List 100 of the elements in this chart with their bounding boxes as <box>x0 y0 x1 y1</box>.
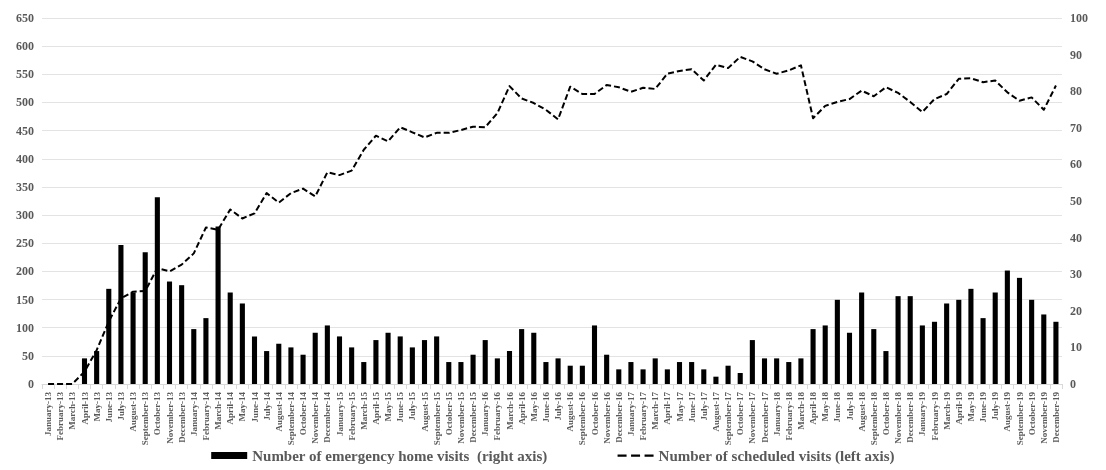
x-tick-label: June-16 <box>540 391 551 423</box>
bar <box>786 362 792 384</box>
x-tick-label: June-18 <box>832 391 843 423</box>
x-tick-label: February-13 <box>55 391 66 441</box>
bar <box>810 329 816 384</box>
x-tick-label: April-13 <box>79 391 90 425</box>
y2-tick-label: 100 <box>1070 11 1088 25</box>
x-tick-label: November-15 <box>455 391 466 444</box>
x-tick-label: May-17 <box>674 391 685 422</box>
bar <box>1029 299 1035 384</box>
bar <box>349 347 355 384</box>
bar <box>227 292 233 384</box>
x-tick-label: April-19 <box>953 391 964 425</box>
x-tick-label: May-15 <box>383 391 394 422</box>
x-tick-label: November-18 <box>893 391 904 444</box>
x-tick-label: August-16 <box>565 391 576 432</box>
x-tick-label: November-17 <box>747 391 758 444</box>
x-tick-label: July-17 <box>698 391 709 421</box>
bar <box>737 373 743 384</box>
y2-tick-label: 40 <box>1070 230 1082 245</box>
bar <box>494 358 500 384</box>
y-tick-label: 650 <box>16 11 34 25</box>
bar <box>895 296 901 384</box>
bar <box>822 325 828 384</box>
x-tick-label: April-18 <box>808 391 819 425</box>
bar <box>567 365 573 384</box>
x-tick-label: October-18 <box>880 391 891 436</box>
x-tick-label: August-14 <box>273 391 284 432</box>
x-tick-label: June-15 <box>395 391 406 423</box>
y2-tick-label: 60 <box>1070 157 1082 172</box>
x-tick-label: July-18 <box>844 391 855 421</box>
x-tick-label: April-17 <box>662 391 673 425</box>
x-tick-label: July-16 <box>553 391 564 421</box>
bar <box>458 362 464 384</box>
bar <box>276 343 282 384</box>
bar <box>531 332 537 384</box>
x-tick-label: January-14 <box>188 391 199 437</box>
x-tick-label: April-16 <box>516 391 527 425</box>
bar <box>834 299 840 384</box>
bar <box>980 318 986 384</box>
x-tick-label: September-15 <box>431 391 442 446</box>
x-tick-label: June-14 <box>249 391 260 423</box>
x-tick-label: October-15 <box>443 391 454 436</box>
x-tick-label: January-16 <box>480 391 491 437</box>
bar <box>944 303 950 384</box>
y-tick-label: 150 <box>16 292 34 307</box>
y2-tick-label: 30 <box>1070 267 1082 282</box>
bar <box>397 336 403 384</box>
bar <box>992 292 998 384</box>
y-tick-label: 550 <box>16 67 34 82</box>
x-tick-label: December-19 <box>1050 391 1061 443</box>
y2-tick-label: 50 <box>1070 194 1082 208</box>
bar <box>774 358 780 384</box>
x-tick-label: June-13 <box>103 391 114 423</box>
bar <box>1041 314 1047 384</box>
y2-tick-label: 70 <box>1070 120 1082 135</box>
x-tick-label: July-14 <box>261 391 272 421</box>
y-tick-label: 100 <box>16 320 34 335</box>
y2-tick-label: 20 <box>1070 303 1082 318</box>
x-tick-label: March-16 <box>504 391 515 430</box>
y2-tick-label: 80 <box>1070 84 1082 99</box>
x-tick-label: March-13 <box>67 391 78 430</box>
x-tick-label: October-14 <box>298 391 309 436</box>
bar <box>725 365 731 384</box>
bar <box>239 303 245 384</box>
line-series <box>47 55 1057 385</box>
bar <box>555 358 561 384</box>
bar <box>203 318 209 384</box>
bar <box>931 321 938 384</box>
y-tick-label: 450 <box>16 123 34 138</box>
x-tick-label: September-13 <box>140 391 151 446</box>
bar <box>300 354 306 384</box>
x-tick-label: March-14 <box>213 391 224 430</box>
x-tick-label: October-19 <box>1026 391 1037 436</box>
x-tick-label: February-16 <box>492 391 503 441</box>
x-tick-label: July-13 <box>115 391 126 421</box>
x-tick-label: April-15 <box>370 391 381 425</box>
x-tick-label: October-13 <box>152 391 163 436</box>
x-tick-label: April-14 <box>225 391 236 425</box>
x-tick-label: March-15 <box>358 391 369 430</box>
y-tick-label: 350 <box>16 179 34 194</box>
bar <box>312 332 318 384</box>
bar <box>482 340 488 384</box>
bar <box>324 325 330 384</box>
bar <box>798 358 804 384</box>
bar <box>1053 321 1059 384</box>
x-tick-label: October-17 <box>735 391 746 436</box>
bar <box>421 340 428 384</box>
x-tick-label: February-19 <box>929 391 940 441</box>
y-tick-label: 0 <box>28 377 34 391</box>
x-tick-label: February-14 <box>200 391 211 441</box>
x-tick-label: March-17 <box>650 391 661 430</box>
x-tick-label: June-19 <box>978 391 989 423</box>
bar <box>446 362 452 384</box>
bar <box>373 340 379 384</box>
bar <box>713 376 719 384</box>
bar <box>1016 277 1023 384</box>
bar <box>701 369 707 384</box>
bar <box>652 358 658 384</box>
x-tick-label: September-18 <box>868 391 879 446</box>
